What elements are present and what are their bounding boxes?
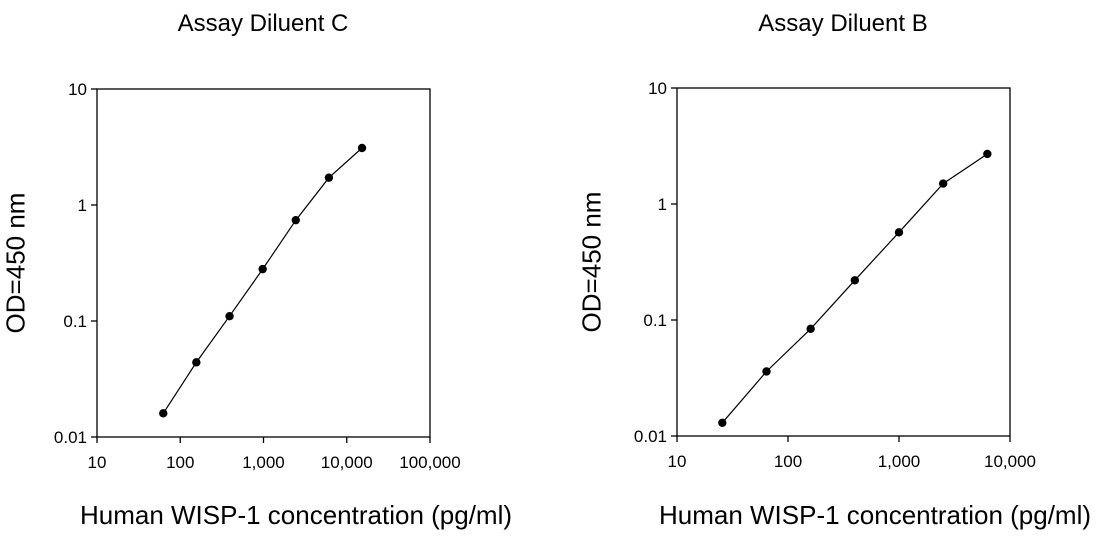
series-line [721, 153, 988, 424]
data-point [983, 149, 992, 159]
y-tick-label: 0.01 [54, 428, 87, 447]
x-axis-label: Human WISP-1 concentration (pg/ml) [79, 500, 513, 530]
y-tick-label: 1 [78, 196, 87, 215]
y-tick-label: 0.01 [634, 427, 667, 446]
series-line [162, 147, 363, 414]
data-point [806, 324, 815, 333]
data-point [192, 358, 201, 367]
data-point [159, 409, 168, 418]
x-tick-label: 10 [668, 452, 687, 471]
x-axis-label: Human WISP-1 concentration (pg/ml) [658, 500, 1092, 530]
plot-area: 0.01 0.1 1 10 10 100 1,000 10,000 100,000 [54, 80, 461, 472]
x-tick-label: 100 [774, 452, 802, 471]
data-point [718, 418, 727, 427]
chart-panel-assay-diluent-b: Assay Diluent B OD=450 nm Human WISP-1 c… [556, 0, 1113, 541]
data-point [258, 264, 267, 274]
data-point [762, 367, 771, 376]
x-tick-label: 100,000 [399, 453, 460, 472]
x-tick-label: 1,000 [242, 453, 285, 472]
y-tick-label: 0.1 [63, 312, 87, 331]
plot-area: 0.01 0.1 1 10 10 100 1,000 10,000 [634, 79, 1036, 471]
x-tick-label: 10,000 [321, 453, 373, 472]
data-point [938, 179, 948, 188]
chart-title: Assay Diluent B [758, 10, 928, 37]
data-point [357, 143, 367, 153]
y-tick-label: 1 [658, 195, 667, 214]
y-tick-label: 10 [648, 79, 667, 98]
data-point [894, 228, 904, 237]
data-point [850, 276, 860, 285]
data-point [225, 311, 234, 321]
plot-frame [96, 88, 431, 438]
x-tick-label: 10,000 [984, 452, 1036, 471]
y-tick-label: 0.1 [643, 311, 667, 330]
data-point [324, 173, 334, 182]
chart-panel-assay-diluent-c: Assay Diluent C OD=450 nm Human WISP-1 c… [0, 0, 556, 541]
plot-frame [676, 87, 1011, 437]
chart-title: Assay Diluent C [177, 10, 349, 37]
y-tick-label: 10 [68, 80, 87, 99]
data-point [291, 215, 300, 225]
x-tick-label: 100 [166, 453, 194, 472]
x-tick-label: 10 [88, 453, 107, 472]
x-tick-label: 1,000 [878, 452, 921, 471]
